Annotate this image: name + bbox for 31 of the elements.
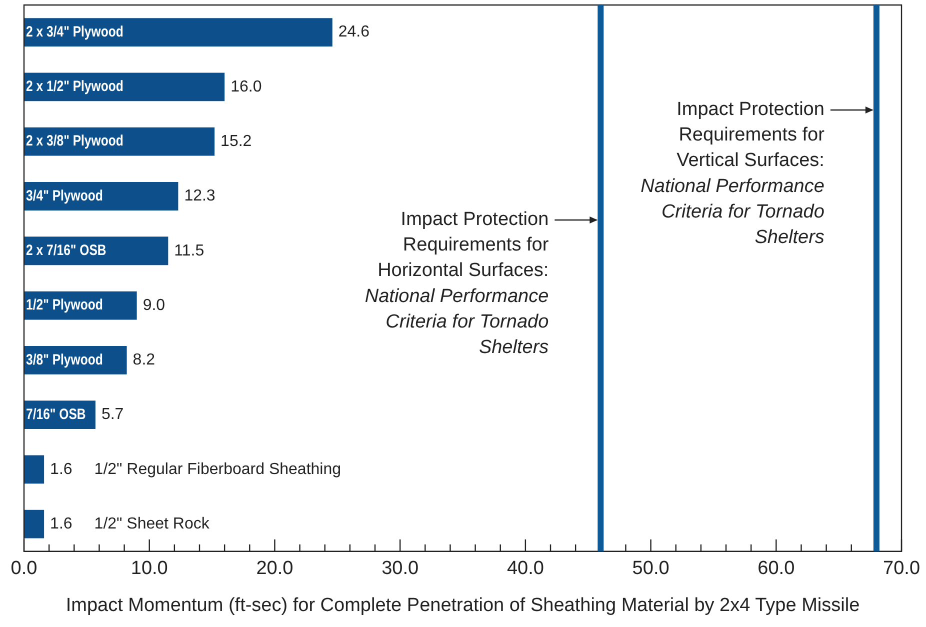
- data-label: 5.7: [101, 406, 124, 424]
- data-label: 16.0: [230, 78, 262, 96]
- data-label: 1.6: [50, 460, 72, 478]
- data-label: 8.2: [132, 352, 156, 369]
- text: 20.0: [256, 558, 294, 580]
- text: 0.0: [10, 558, 38, 580]
- text: 30.0: [382, 558, 419, 580]
- y-tick-label: 2 x 7/16" OSB: [26, 242, 106, 258]
- y-tick-label: 3/8" Plywood: [26, 351, 103, 368]
- data-label: 15.2: [220, 133, 252, 150]
- x-axis-title: Impact Momentum (ft-sec) for Complete Penetration of Sheathing Material by 2x4 Type Missile: [66, 594, 860, 616]
- ref-line-label: Impact Protection Requirements for Vertical Surfaces: National Performance Criteria for Tornado Shelters: [640, 99, 826, 248]
- data-label: 9.0: [142, 296, 166, 314]
- text: 50.0: [632, 558, 670, 580]
- data-label: 1.6: [50, 515, 72, 532]
- y-tick-label: 2 x 1/2" Plywood: [26, 78, 124, 94]
- y-tick-label: 3/4" Plywood: [26, 187, 103, 204]
- text: 40.0: [506, 558, 544, 580]
- y-tick-label: 1/2" Plywood: [26, 296, 103, 313]
- data-label: 11.5: [174, 242, 204, 260]
- y-tick-label: 1/2" Regular Fiberboard Sheathing: [94, 460, 342, 478]
- y-tick-label: 2 x 3/8" Plywood: [26, 132, 124, 150]
- y-tick-label: 1/2" Sheet Rock: [94, 515, 210, 532]
- ref-line-label: Impact Protection Requirements for Horizontal Surfaces: National Performance Criteria for Tornado Shelters: [364, 209, 550, 358]
- text: 60.0: [758, 558, 795, 580]
- y-tick-label: 2 x 3/4" Plywood: [26, 23, 124, 40]
- text: 70.0: [883, 558, 920, 580]
- data-label: 12.3: [184, 188, 216, 205]
- data-label: 24.6: [338, 24, 370, 41]
- text: 10.0: [130, 558, 168, 580]
- y-tick-label: 7/16" OSB: [26, 406, 86, 422]
